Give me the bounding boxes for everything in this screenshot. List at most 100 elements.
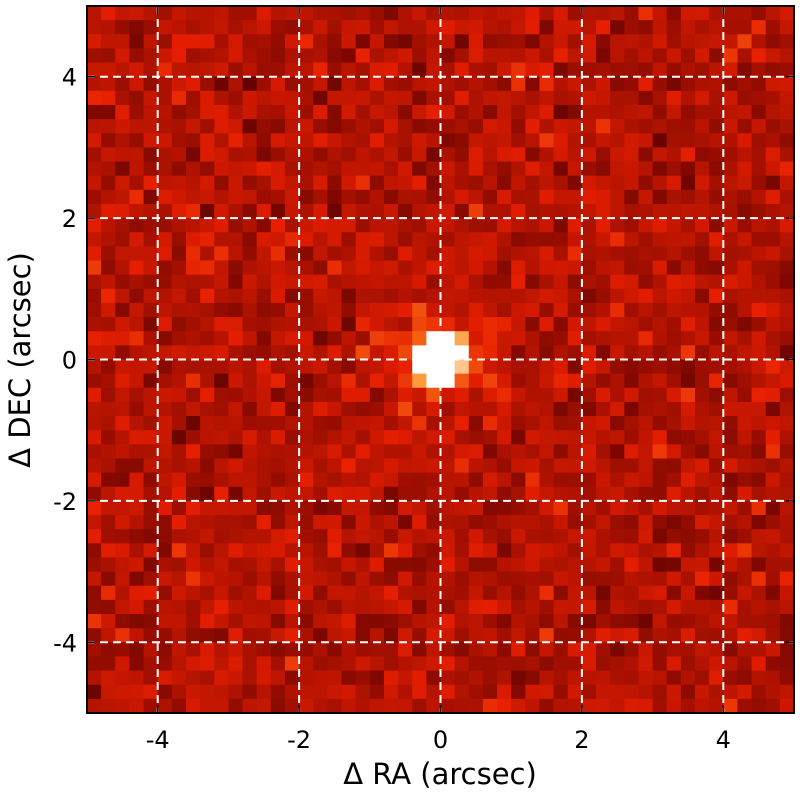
heatmap-cell — [709, 288, 724, 304]
heatmap-cell — [440, 119, 456, 134]
heatmap-cell — [171, 331, 187, 346]
heatmap-cell — [581, 373, 597, 389]
heatmap-cell — [87, 203, 102, 219]
heatmap-cell — [723, 401, 739, 417]
heatmap-cell — [765, 684, 781, 700]
heatmap-cell — [751, 472, 767, 488]
heatmap-cell — [581, 76, 597, 92]
heatmap-cell — [695, 147, 710, 163]
heatmap-cell — [779, 557, 794, 573]
heatmap-cell — [242, 76, 258, 92]
heatmap-cell — [355, 345, 371, 361]
heatmap-cell — [270, 104, 286, 120]
heatmap-cell — [299, 288, 314, 304]
heatmap-cell — [87, 48, 102, 64]
heatmap-cell — [256, 500, 272, 516]
heatmap-cell — [214, 317, 229, 332]
heatmap-cell — [87, 104, 102, 120]
heatmap-cell — [652, 684, 668, 700]
heatmap-cell — [143, 416, 159, 431]
heatmap-cell — [171, 6, 187, 21]
heatmap-cell — [355, 416, 371, 431]
heatmap-cell — [412, 161, 427, 177]
heatmap-cell — [398, 698, 413, 713]
heatmap-cell — [256, 571, 272, 587]
heatmap-cell — [539, 359, 555, 375]
heatmap-cell — [765, 416, 781, 431]
heatmap-cell — [383, 317, 399, 332]
heatmap-cell — [765, 133, 781, 148]
heatmap-cell — [369, 359, 385, 375]
heatmap-cell — [511, 472, 526, 488]
heatmap-cell — [426, 543, 442, 559]
heatmap-cell — [482, 90, 498, 106]
heatmap-cell — [313, 614, 328, 629]
heatmap-cell — [341, 698, 357, 713]
heatmap-cell — [468, 571, 484, 587]
heatmap-cell — [709, 458, 724, 474]
heatmap-cell — [709, 656, 724, 672]
heatmap-cell — [468, 401, 484, 417]
heatmap-cell — [242, 500, 258, 516]
heatmap-cell — [327, 614, 343, 629]
heatmap-cell — [652, 458, 668, 474]
heatmap-cell — [426, 218, 442, 233]
heatmap-cell — [129, 373, 145, 389]
heatmap-cell — [581, 34, 597, 50]
heatmap-cell — [115, 274, 131, 290]
heatmap-cell — [87, 90, 102, 106]
heatmap-cell — [666, 628, 682, 643]
heatmap-cell — [765, 430, 781, 445]
heatmap-cell — [525, 628, 541, 643]
heatmap-cell — [454, 515, 470, 530]
heatmap-cell — [652, 90, 668, 106]
heatmap-cell — [101, 698, 116, 713]
heatmap-cell — [468, 529, 484, 544]
heatmap-cell — [355, 430, 371, 445]
heatmap-cell — [440, 628, 456, 643]
heatmap-cell — [115, 486, 131, 502]
heatmap-cell — [369, 90, 385, 106]
heatmap-cell — [680, 119, 696, 134]
heatmap-cell — [567, 486, 583, 502]
heatmap-cell — [341, 416, 357, 431]
heatmap-cell — [327, 161, 343, 177]
heatmap-cell — [511, 232, 526, 247]
heatmap-cell — [468, 288, 484, 304]
heatmap-cell — [666, 444, 682, 460]
heatmap-cell — [284, 90, 300, 106]
heatmap-cell — [284, 387, 300, 403]
heatmap-cell — [256, 642, 272, 658]
heatmap-cell — [228, 62, 244, 78]
heatmap-cell — [468, 331, 484, 346]
heatmap-cell — [567, 218, 583, 233]
heatmap-cell — [426, 232, 442, 247]
heatmap-cell — [270, 246, 286, 262]
heatmap-cell — [737, 472, 753, 488]
heatmap-cell — [624, 670, 640, 686]
heatmap-cell — [454, 571, 470, 587]
heatmap-cell — [723, 104, 739, 120]
heatmap-cell — [454, 232, 470, 247]
heatmap-cell — [284, 331, 300, 346]
heatmap-cell — [87, 430, 102, 445]
heatmap-cell — [383, 430, 399, 445]
heatmap-cell — [327, 458, 343, 474]
heatmap-cell — [581, 500, 597, 516]
heatmap-cell — [398, 161, 413, 177]
heatmap-cell — [200, 6, 215, 21]
heatmap-cell — [765, 62, 781, 78]
heatmap-cell — [313, 203, 328, 219]
heatmap-cell — [525, 302, 541, 318]
heatmap-cell — [242, 543, 258, 559]
heatmap-cell — [567, 76, 583, 92]
heatmap-cell — [228, 274, 244, 290]
heatmap-cell — [200, 189, 215, 205]
heatmap-cell — [779, 444, 794, 460]
heatmap-cell — [284, 670, 300, 686]
heatmap-cell — [412, 599, 427, 615]
heatmap-cell — [680, 90, 696, 106]
heatmap-cell — [369, 317, 385, 332]
heatmap-cell — [610, 430, 625, 445]
heatmap-cell — [270, 119, 286, 134]
